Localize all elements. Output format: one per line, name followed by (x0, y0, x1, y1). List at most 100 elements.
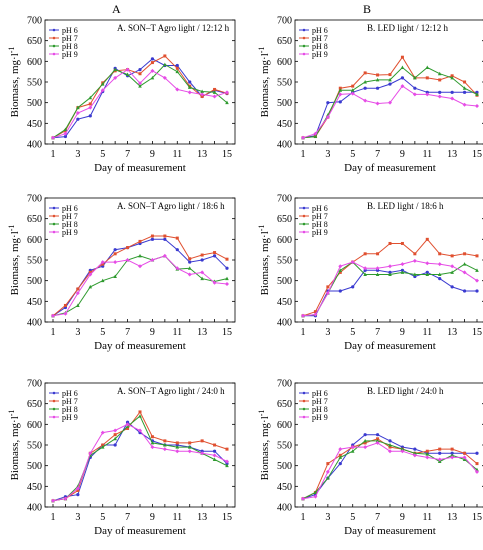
data-point (187, 90, 192, 95)
data-point (76, 493, 80, 497)
x-tick-label: 15 (222, 327, 232, 338)
x-tick-label: 1 (51, 512, 56, 523)
data-point (338, 100, 342, 104)
data-point (450, 254, 454, 258)
data-point (412, 258, 417, 263)
data-point (350, 260, 355, 265)
series-line-ph-7 (302, 238, 478, 317)
data-point (475, 462, 479, 466)
data-point (113, 443, 117, 447)
data-point (437, 457, 442, 462)
data-point (437, 71, 442, 76)
chart-title: A. SON–T Agro light / 12:12 h (117, 23, 230, 33)
x-tick-label: 1 (51, 149, 56, 160)
data-point (462, 455, 467, 460)
data-point (187, 445, 192, 449)
data-point (450, 453, 454, 457)
legend-label: pH 7 (312, 397, 328, 406)
data-point (363, 438, 367, 443)
y-tick-label: 450 (277, 482, 292, 493)
data-point (162, 253, 167, 258)
y-tick-label: 600 (27, 420, 42, 431)
y-tick-label: 550 (277, 441, 292, 452)
data-point (125, 258, 130, 262)
data-point (200, 92, 205, 97)
data-point (163, 62, 167, 67)
data-point (363, 86, 367, 90)
data-point (187, 449, 192, 454)
legend-label: pH 7 (312, 34, 328, 43)
y-tick-label: 500 (27, 461, 42, 472)
data-point (63, 496, 68, 501)
x-axis-label: Day of measurement (94, 162, 186, 174)
data-point (225, 276, 229, 281)
x-tick-label: 9 (400, 149, 405, 160)
y-tick-label: 550 (27, 78, 42, 89)
data-point (212, 457, 217, 461)
x-tick-label: 7 (125, 149, 130, 160)
data-point (175, 66, 179, 70)
y-tick-label: 500 (277, 461, 292, 472)
data-point (338, 268, 343, 272)
legend-label: pH 8 (312, 220, 328, 229)
data-point (313, 490, 318, 495)
data-point (450, 264, 455, 269)
data-point (125, 67, 130, 72)
x-axis-label: Day of measurement (94, 525, 186, 537)
data-point (438, 277, 442, 281)
x-tick-label: 7 (375, 149, 380, 160)
x-tick-label: 9 (400, 512, 405, 523)
y-tick-label: 600 (277, 57, 292, 68)
legend-label: pH 7 (62, 397, 78, 406)
data-point (150, 237, 155, 241)
data-point (462, 289, 467, 293)
data-point (450, 285, 454, 289)
y-tick-label: 600 (27, 235, 42, 246)
data-point (113, 260, 118, 265)
y-tick-label: 400 (27, 318, 42, 329)
x-tick-label: 7 (375, 327, 380, 338)
data-point (438, 252, 442, 256)
y-tick-label: 600 (277, 420, 292, 431)
data-point (200, 258, 204, 262)
legend-label: pH 9 (62, 413, 78, 422)
data-point (438, 78, 442, 82)
data-point (225, 447, 229, 451)
data-point (338, 86, 342, 90)
x-tick-label: 11 (172, 149, 182, 160)
y-tick-label: 700 (27, 194, 42, 205)
data-point (400, 241, 404, 245)
legend-marker (302, 206, 306, 210)
data-point (363, 441, 367, 445)
data-point (363, 71, 367, 75)
data-point (412, 453, 417, 458)
legend-marker (52, 28, 56, 32)
data-point (425, 65, 430, 70)
data-point (138, 253, 142, 258)
data-point (113, 248, 117, 252)
y-tick-label: 650 (27, 36, 42, 47)
data-point (462, 86, 467, 90)
data-point (200, 439, 204, 443)
data-point (450, 451, 454, 455)
data-point (163, 237, 167, 241)
data-point (400, 449, 405, 454)
data-point (225, 257, 229, 261)
data-point (375, 272, 380, 276)
data-point (125, 420, 130, 424)
legend-label: pH 6 (312, 204, 328, 213)
legend-marker (302, 52, 306, 56)
x-tick-label: 11 (422, 327, 432, 338)
x-tick-label: 11 (422, 149, 432, 160)
data-point (76, 488, 80, 492)
data-point (338, 270, 342, 274)
x-tick-label: 11 (172, 512, 182, 523)
legend-marker (52, 52, 56, 56)
data-point (363, 433, 367, 437)
data-point (100, 88, 105, 93)
data-point (351, 84, 355, 88)
data-point (113, 274, 117, 279)
